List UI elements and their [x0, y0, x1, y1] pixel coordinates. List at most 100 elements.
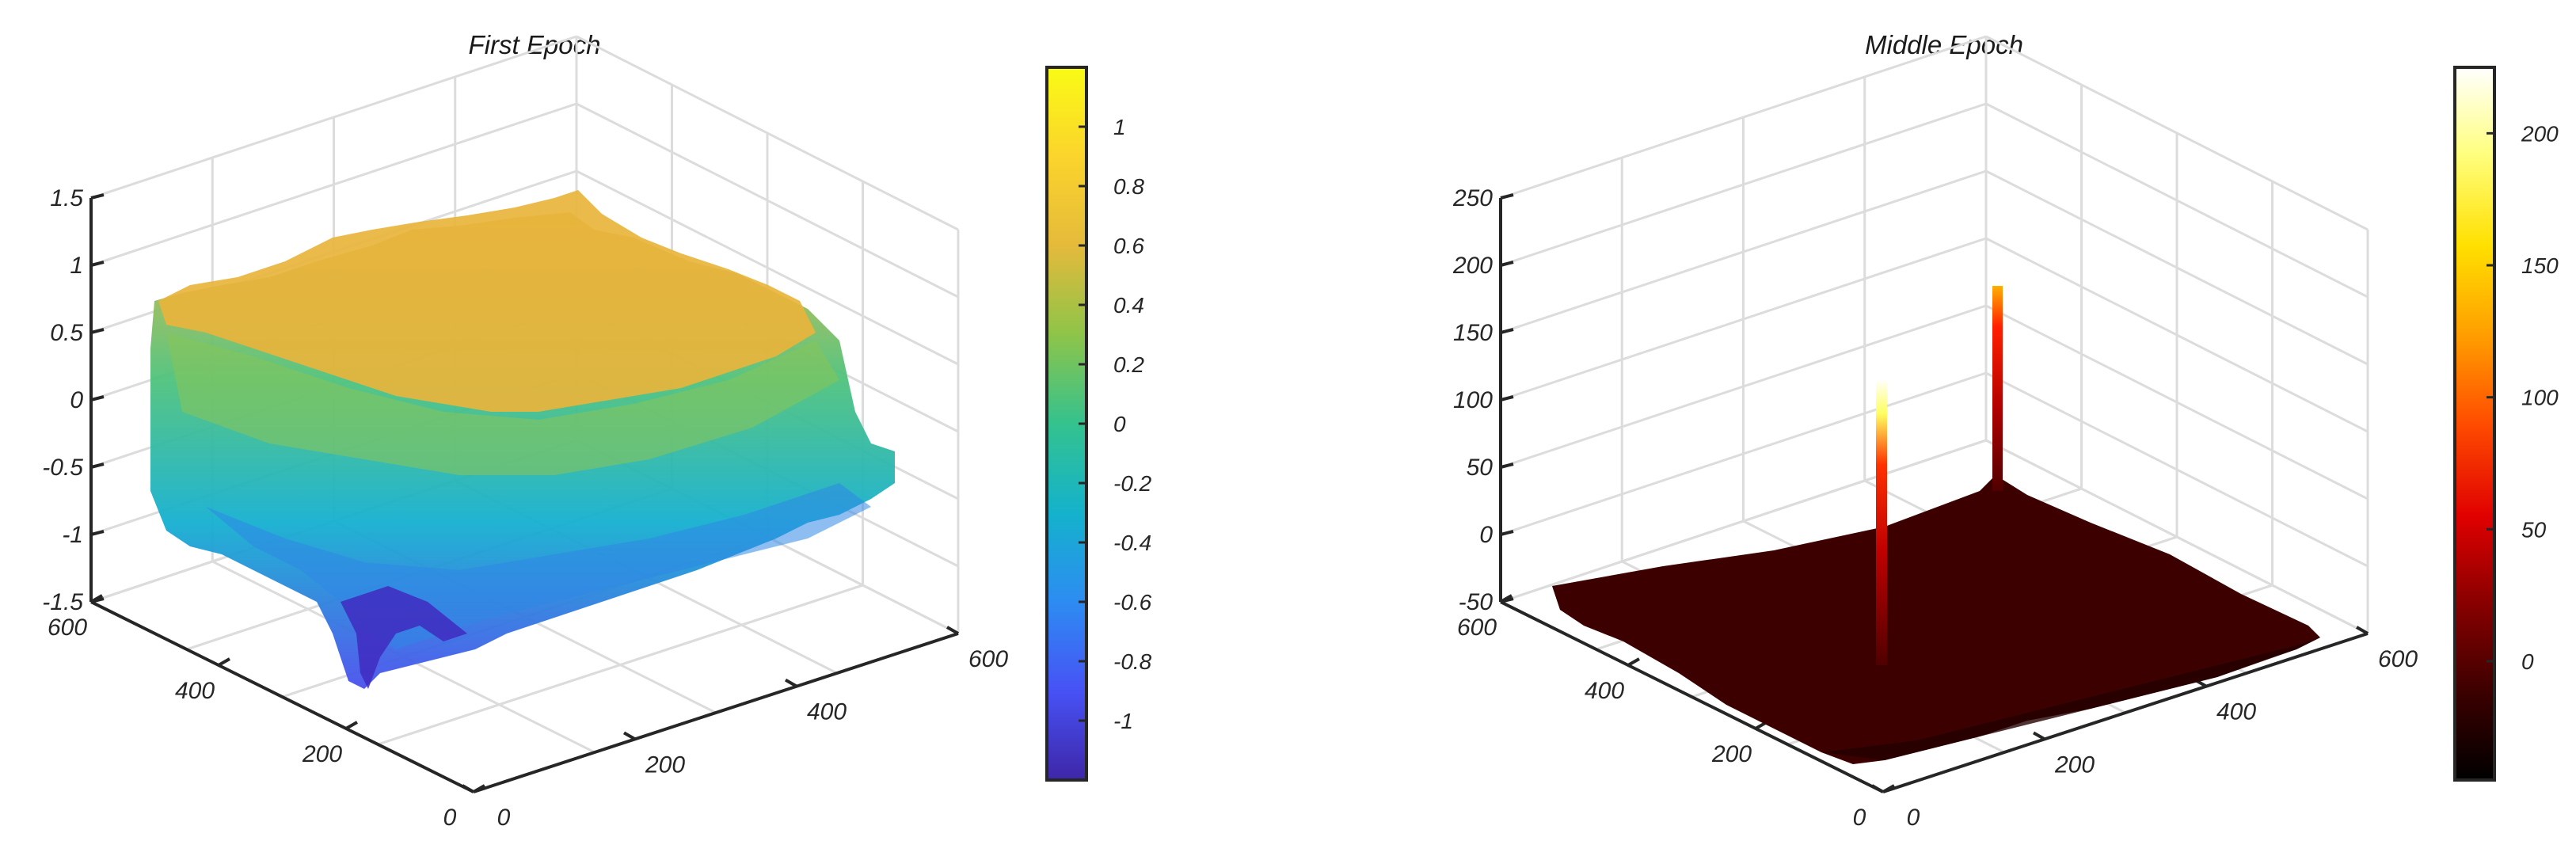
z-tick-label: 250 — [1452, 185, 1493, 211]
x-tick-mark — [2356, 626, 2369, 635]
colorbar-tick-label: 200 — [2521, 121, 2559, 146]
colorbar-tick-label: -0.8 — [1113, 649, 1152, 674]
x-axis-line — [473, 632, 959, 793]
y-tick-label: 600 — [48, 615, 87, 641]
y-tick-mark — [90, 594, 103, 603]
z-tick-mark — [90, 328, 105, 334]
z-tick-label: -1.5 — [42, 589, 83, 615]
y-tick-mark — [473, 784, 485, 793]
x-tick-label: 600 — [968, 646, 1008, 672]
colorbar: -1 -0.8 -0.6 -0.4 -0.2 0 0.2 0.4 0.6 0.8 1 — [1045, 66, 1152, 782]
z-tick-mark — [1500, 462, 1514, 469]
y-tick-label: 400 — [175, 678, 215, 704]
z-tick-mark — [1500, 261, 1514, 267]
y-tick-mark — [1500, 594, 1512, 603]
grid-line — [377, 584, 863, 746]
axes-frame — [1499, 193, 2369, 793]
colorbar-tick-label: 0 — [2521, 649, 2534, 674]
surface-trough — [341, 586, 467, 689]
colorbar-tick-label: 0.2 — [1113, 352, 1144, 377]
x-tick-mark — [1871, 784, 1884, 793]
y-tick-label: 400 — [1585, 678, 1624, 704]
x-tick-mark — [2033, 731, 2045, 741]
x-tick-label: 0 — [497, 805, 511, 831]
x-tick-label: 0 — [1907, 805, 1920, 831]
colorbar-tick-label: 0.8 — [1113, 174, 1144, 199]
colorbar-tick-label: -0.6 — [1113, 590, 1152, 615]
z-tick-mark — [1500, 328, 1514, 334]
x-tick-label: 200 — [2054, 752, 2095, 778]
middle-epoch-panel: Middle Epoch -50 0 50 100 150 200 250 0 200 400 6… — [1452, 30, 2559, 831]
x-axis-line — [1882, 632, 2369, 793]
surface-top — [158, 190, 816, 412]
x-tick-label: 200 — [645, 752, 685, 778]
x-tick-mark — [462, 784, 474, 793]
x-tick-mark — [946, 626, 959, 635]
colorbar-ticks: 0 50 100 150 200 — [2487, 121, 2559, 674]
first-epoch-panel: First Epoch -1.5-1-0.500.511.5 020040060… — [42, 30, 1151, 831]
z-tick-mark — [1500, 193, 1514, 200]
z-tick-label: 150 — [1453, 320, 1493, 346]
x-axis-ticks: 0 200 400 600 — [1907, 646, 2418, 831]
z-tick-label: 100 — [1453, 387, 1493, 413]
y-tick-label: 200 — [1711, 741, 1752, 767]
colorbar-tick-label: -1 — [1113, 709, 1133, 733]
chart-title: First Epoch — [469, 30, 601, 59]
colorbar-tick-label: 0 — [1113, 412, 1126, 436]
colorbar-tick-label: -0.2 — [1113, 471, 1152, 496]
x-tick-label: 600 — [2378, 646, 2418, 672]
y-axis-ticks: 600 400 200 0 — [1457, 615, 1866, 831]
z-tick-mark — [90, 462, 105, 469]
z-tick-label: 0.5 — [50, 320, 83, 346]
z-tick-label: 50 — [1467, 455, 1493, 481]
z-tick-mark — [90, 261, 105, 267]
y-axis-line — [90, 600, 474, 793]
z-tick-mark — [1500, 395, 1514, 401]
z-tick-mark — [90, 193, 105, 200]
y-tick-label: 200 — [302, 741, 342, 767]
z-tick-label: 200 — [1452, 253, 1493, 279]
z-tick-label: -50 — [1459, 589, 1493, 615]
y-tick-mark — [1627, 657, 1640, 667]
colorbar-tick-label: 50 — [2521, 517, 2547, 542]
y-tick-mark — [345, 721, 358, 730]
chart-title: Middle Epoch — [1865, 30, 2023, 59]
y-axis-line — [1500, 600, 1884, 793]
colorbar-tick-label: 0.6 — [1113, 234, 1144, 258]
surface — [150, 190, 895, 689]
colorbar-tick-label: 1 — [1113, 115, 1126, 139]
surface-plane — [1552, 475, 2320, 764]
grid-line — [1985, 439, 2369, 635]
y-tick-mark — [1882, 784, 1895, 793]
z-tick-label: 1 — [70, 253, 83, 279]
z-tick-mark — [90, 530, 105, 536]
colorbar-gradient — [2453, 66, 2496, 782]
z-axis-ticks: -50 0 50 100 150 200 250 — [1452, 185, 1493, 615]
colorbar-ticks: -1 -0.8 -0.6 -0.4 -0.2 0 0.2 0.4 0.6 0.8 1 — [1079, 115, 1152, 733]
x-tick-mark — [623, 731, 636, 741]
peak-2-spike — [1992, 286, 2003, 491]
x-axis-ticks: 0 200 400 600 — [497, 646, 1009, 831]
colorbar-tick-label: 150 — [2521, 253, 2559, 278]
x-tick-label: 400 — [2216, 699, 2256, 725]
colorbar: 0 50 100 150 200 — [2453, 66, 2559, 782]
y-tick-label: 0 — [443, 805, 457, 831]
surface — [1552, 286, 2320, 764]
surface-mid — [166, 333, 839, 475]
z-tick-label: 0 — [70, 387, 83, 413]
surface-shade — [1821, 637, 2320, 760]
z-tick-label: 1.5 — [50, 185, 83, 211]
x-tick-label: 400 — [807, 699, 847, 725]
z-tick-mark — [1500, 530, 1514, 536]
y-tick-label: 0 — [1853, 805, 1866, 831]
z-axis-ticks: -1.5 -1 -0.5 0 0.5 1 1.5 — [42, 185, 83, 615]
peak-1-spike — [1876, 379, 1887, 665]
axes-frame — [89, 193, 959, 793]
z-tick-label: -1 — [62, 522, 83, 548]
z-tick-label: 0 — [1479, 522, 1493, 548]
colorbar-tick-label: 100 — [2521, 386, 2559, 410]
x-tick-mark — [785, 678, 797, 688]
y-axis-ticks: 600 400 200 0 — [48, 615, 457, 831]
colorbar-tick-label: 0.4 — [1113, 293, 1144, 318]
